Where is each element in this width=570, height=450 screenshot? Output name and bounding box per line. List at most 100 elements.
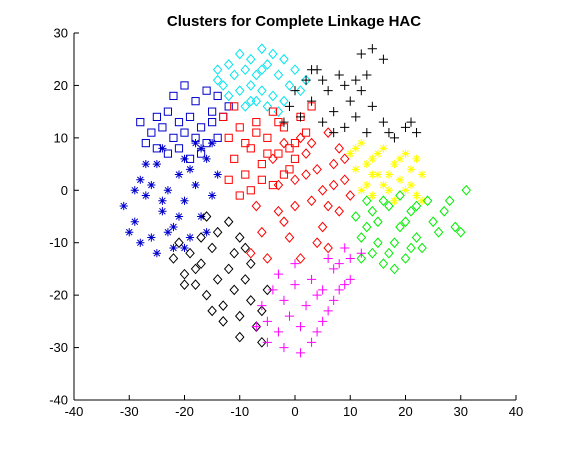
data-point-diamond bbox=[212, 226, 223, 238]
data-point-plus bbox=[356, 248, 366, 258]
data-point-square bbox=[219, 112, 228, 121]
data-point-plus bbox=[295, 112, 306, 122]
data-point-square bbox=[263, 149, 272, 158]
data-point-diamond bbox=[400, 253, 411, 264]
data-point-diamond bbox=[395, 221, 405, 233]
data-point-asterisk bbox=[119, 201, 128, 211]
data-point-diamond bbox=[439, 205, 449, 217]
data-point-asterisk bbox=[417, 170, 427, 179]
data-point-square bbox=[257, 175, 266, 184]
data-point-diamond bbox=[306, 195, 317, 207]
data-point-asterisk bbox=[152, 249, 161, 258]
data-point-asterisk bbox=[357, 139, 366, 148]
data-point-diamond bbox=[174, 237, 184, 249]
data-point-plus bbox=[279, 342, 289, 353]
data-point-square bbox=[180, 128, 189, 137]
data-point-diamond bbox=[218, 300, 228, 311]
y-tick-label: 0 bbox=[61, 183, 68, 198]
data-point-plus bbox=[329, 107, 339, 117]
data-point-square bbox=[185, 112, 195, 121]
data-point-diamond bbox=[373, 237, 383, 249]
data-point-asterisk bbox=[357, 186, 366, 195]
data-point-diamond bbox=[384, 200, 394, 212]
data-point-plus bbox=[323, 253, 333, 264]
data-point-diamond bbox=[317, 221, 328, 233]
data-point-plus bbox=[290, 280, 300, 290]
data-point-plus bbox=[340, 122, 350, 132]
data-point-diamond bbox=[246, 80, 256, 91]
data-point-diamond bbox=[262, 253, 273, 264]
data-point-plus bbox=[284, 101, 295, 111]
data-point-diamond bbox=[378, 195, 389, 207]
data-point-diamond bbox=[212, 74, 223, 86]
data-point-asterisk bbox=[202, 228, 211, 237]
data-point-plus bbox=[351, 112, 361, 122]
data-point-square bbox=[268, 107, 277, 116]
data-point-diamond bbox=[301, 148, 311, 159]
data-point-plus bbox=[295, 322, 306, 332]
data-point-plus bbox=[345, 96, 355, 106]
data-point-diamond bbox=[223, 90, 234, 102]
data-point-asterisk bbox=[202, 154, 211, 163]
data-point-asterisk bbox=[180, 154, 189, 163]
data-point-diamond bbox=[212, 64, 223, 76]
data-point-diamond bbox=[262, 59, 273, 70]
data-point-diamond bbox=[461, 184, 472, 196]
data-point-diamond bbox=[323, 242, 333, 254]
data-point-diamond bbox=[218, 316, 228, 327]
data-point-asterisk bbox=[130, 186, 139, 195]
data-point-asterisk bbox=[141, 159, 150, 169]
y-tick-label: -30 bbox=[49, 340, 68, 355]
data-point-diamond bbox=[389, 237, 400, 249]
data-point-diamond bbox=[223, 216, 234, 228]
data-point-asterisk bbox=[136, 175, 145, 184]
data-point-diamond bbox=[246, 247, 256, 259]
data-point-diamond bbox=[229, 284, 239, 296]
data-point-diamond bbox=[334, 205, 344, 217]
data-point-plus bbox=[378, 117, 388, 127]
data-point-square bbox=[290, 154, 300, 163]
data-point-square bbox=[230, 102, 239, 111]
data-point-square bbox=[224, 102, 233, 111]
data-point-plus bbox=[306, 96, 317, 106]
plot-area: -40 -30 -20 -10 0 10 20 30 40 -40 -30 -20 -10 0 10 20 30 bbox=[49, 26, 523, 420]
data-point-asterisk bbox=[395, 154, 405, 163]
data-point-diamond bbox=[328, 158, 339, 170]
y-tick-label: -20 bbox=[49, 288, 68, 303]
data-point-diamond bbox=[218, 80, 228, 91]
data-point-square bbox=[202, 86, 211, 95]
data-point-plus bbox=[323, 86, 333, 96]
data-point-asterisk bbox=[412, 154, 421, 163]
data-point-plus bbox=[378, 54, 388, 64]
data-point-plus bbox=[340, 280, 350, 290]
data-point-plus bbox=[356, 49, 366, 59]
data-point-asterisk bbox=[390, 159, 399, 169]
data-point-diamond bbox=[223, 263, 234, 275]
data-point-square bbox=[163, 107, 173, 116]
data-point-diamond bbox=[373, 216, 383, 228]
data-point-square bbox=[246, 186, 255, 195]
data-point-asterisk bbox=[180, 196, 189, 205]
data-point-diamond bbox=[290, 174, 300, 186]
data-point-plus bbox=[400, 122, 411, 132]
data-point-plus bbox=[384, 128, 394, 138]
data-point-diamond bbox=[268, 90, 278, 102]
data-point-asterisk bbox=[191, 139, 200, 148]
data-point-plus bbox=[362, 70, 372, 80]
data-point-asterisk bbox=[185, 233, 195, 242]
data-point-asterisk bbox=[346, 149, 355, 158]
data-point-asterisk bbox=[158, 196, 167, 205]
data-point-diamond bbox=[257, 226, 267, 238]
data-point-diamond bbox=[362, 195, 372, 207]
data-point-diamond bbox=[196, 258, 206, 270]
data-point-asterisk bbox=[368, 154, 377, 163]
data-point-square bbox=[279, 170, 289, 179]
data-point-asterisk bbox=[174, 170, 184, 179]
data-point-diamond bbox=[251, 200, 262, 212]
data-point-diamond bbox=[201, 289, 212, 301]
data-point-diamond bbox=[257, 336, 267, 348]
data-point-asterisk bbox=[213, 170, 222, 179]
data-point-square bbox=[274, 149, 283, 158]
data-point-plus bbox=[367, 44, 377, 54]
data-point-diamond bbox=[212, 274, 223, 285]
